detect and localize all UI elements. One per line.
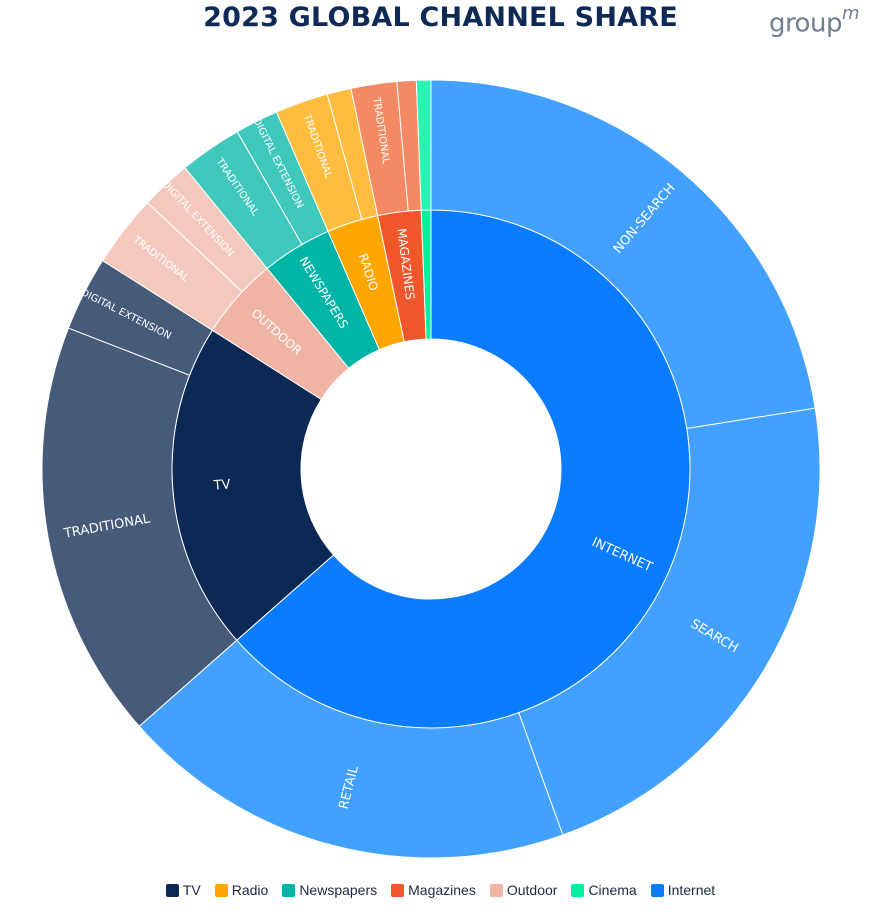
- chart-legend: TV Radio Newspapers Magazines Outdoor Cinema I…: [0, 882, 881, 898]
- logo-text: group: [768, 8, 843, 39]
- legend-swatch-outdoor: [489, 883, 503, 897]
- segment-label-tv: TV: [212, 477, 231, 493]
- legend-item-outdoor: Outdoor: [489, 882, 558, 898]
- legend-label-magazines: Magazines: [408, 882, 476, 898]
- legend-item-tv: TV: [165, 882, 201, 898]
- subchannel-segment-internet-retail: [138, 639, 564, 859]
- subchannel-segment-internet-search: [518, 407, 821, 836]
- legend-label-internet: Internet: [667, 882, 716, 898]
- legend-item-magazines: Magazines: [391, 882, 476, 898]
- legend-swatch-newspapers: [282, 883, 296, 897]
- legend-swatch-cinema: [571, 883, 585, 897]
- chart-title: 2023 GLOBAL CHANNEL SHARE: [203, 2, 678, 33]
- legend-item-cinema: Cinema: [571, 882, 637, 898]
- groupm-logo: groupm: [768, 3, 860, 39]
- legend-label-newspapers: Newspapers: [299, 882, 378, 898]
- legend-swatch-tv: [165, 883, 179, 897]
- legend-item-internet: Internet: [650, 882, 716, 898]
- legend-label-tv: TV: [182, 882, 201, 898]
- subchannel-segment-cinema-part-0: [415, 79, 432, 211]
- legend-label-radio: Radio: [231, 882, 269, 898]
- legend-item-radio: Radio: [214, 882, 269, 898]
- legend-swatch-magazines: [391, 883, 405, 897]
- legend-swatch-radio: [214, 883, 228, 897]
- subchannel-segment-internet-non-search: [430, 79, 816, 430]
- legend-label-outdoor: Outdoor: [506, 882, 558, 898]
- legend-item-newspapers: Newspapers: [282, 882, 377, 898]
- legend-label-cinema: Cinema: [588, 882, 637, 898]
- legend-swatch-internet: [650, 883, 664, 897]
- logo-superscript: m: [841, 3, 860, 24]
